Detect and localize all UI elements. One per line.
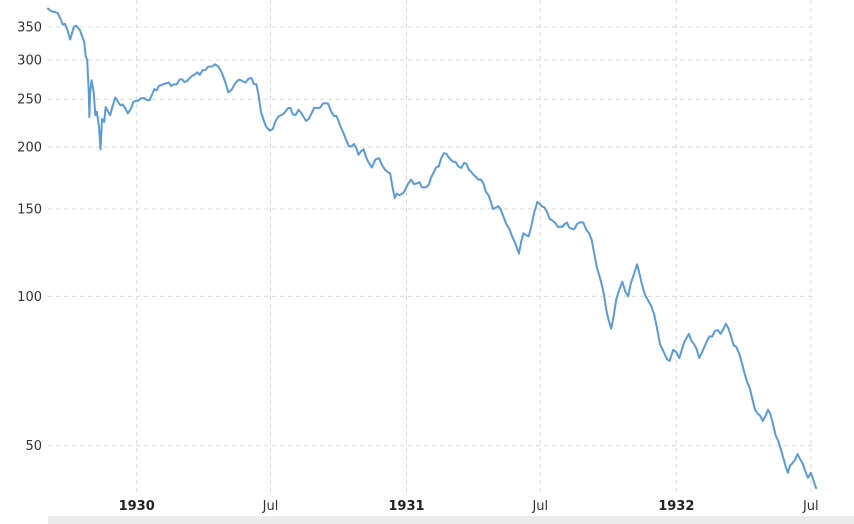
y-axis-ticks: 50 100 150 200 250 300 350: [17, 20, 42, 453]
y-tick-label: 250: [17, 93, 42, 108]
y-tick-label: 50: [25, 439, 42, 454]
x-tick-label: 1932: [658, 499, 694, 514]
y-tick-label: 350: [17, 20, 42, 35]
x-tick-label: 1931: [388, 499, 424, 514]
series-layer: [47, 7, 817, 489]
navigator-scrollbar[interactable]: [48, 516, 854, 524]
y-tick-label: 150: [17, 203, 42, 218]
x-tick-label: 1930: [119, 499, 155, 514]
x-tick-label: Jul: [802, 499, 819, 514]
x-tick-label: Jul: [531, 499, 548, 514]
x-axis-ticks: 1930 Jul 1931 Jul 1932 Jul: [119, 499, 819, 514]
series-line: [47, 7, 817, 489]
y-tick-label: 100: [17, 290, 42, 305]
y-tick-label: 300: [17, 53, 42, 68]
grid-lines: [48, 0, 816, 492]
x-tick-label: Jul: [262, 499, 279, 514]
y-tick-label: 200: [17, 141, 42, 156]
